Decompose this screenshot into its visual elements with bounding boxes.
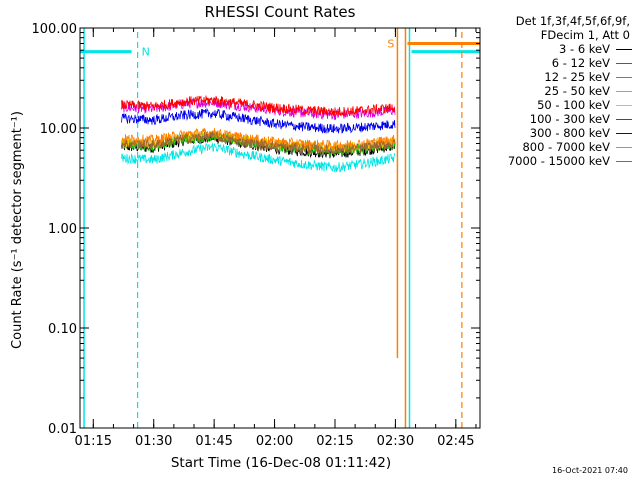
series-line-3 <box>121 142 396 174</box>
legend-entry-label: 7000 - 15000 keV <box>507 154 610 168</box>
y-axis-label: Count Rate (s⁻¹ detector segment⁻¹) <box>10 111 25 349</box>
legend-entry-label: 300 - 800 keV <box>529 126 610 140</box>
legend-entry: 6 - 12 keV <box>478 56 636 70</box>
series-line-5 <box>121 95 396 117</box>
legend-entry: 12 - 25 keV <box>478 70 636 84</box>
legend-entry: 800 - 7000 keV <box>478 140 636 154</box>
legend: Det 1f,3f,4f,5f,6f,9f, FDecim 1, Att 0 3… <box>478 14 636 168</box>
chart-title: RHESSI Count Rates <box>205 3 356 21</box>
legend-swatch <box>616 146 632 148</box>
legend-swatch <box>616 104 632 106</box>
series-line-8 <box>121 130 396 156</box>
legend-rows: 3 - 6 keV 6 - 12 keV 12 - 25 keV 25 - 50 ke… <box>478 42 636 168</box>
legend-entry: 3 - 6 keV <box>478 42 636 56</box>
y-tick-label: 0.01 <box>48 422 77 437</box>
legend-entry-label: 800 - 7000 keV <box>522 140 610 154</box>
legend-entry-label: 100 - 300 keV <box>529 112 610 126</box>
n-marker-label: N <box>142 46 150 59</box>
y-tick-label: 10.00 <box>40 122 77 137</box>
legend-swatch <box>616 90 632 92</box>
x-tick-label: 01:45 <box>195 434 232 449</box>
legend-entry-label: 50 - 100 keV <box>537 98 610 112</box>
legend-entry: 7000 - 15000 keV <box>478 154 636 168</box>
legend-entry: 25 - 50 keV <box>478 84 636 98</box>
legend-header-line-2: FDecim 1, Att 0 <box>540 28 630 42</box>
legend-swatch <box>616 76 632 78</box>
x-tick-label: 01:15 <box>75 434 112 449</box>
x-tick-label: 02:30 <box>377 434 414 449</box>
x-tick-label: 02:15 <box>316 434 353 449</box>
legend-entry-label: 6 - 12 keV <box>551 56 610 70</box>
x-axis-label: Start Time (16-Dec-08 01:11:42) <box>171 455 391 471</box>
legend-swatch <box>616 160 632 162</box>
x-tick-label: 02:00 <box>256 434 293 449</box>
plot-frame <box>79 27 481 429</box>
axis-layer: 01:15 01:30 01:45 02:00 02:15 02:30 02:45 0.01 0… <box>32 22 480 449</box>
y-tick-label: 0.10 <box>48 322 77 337</box>
legend-entry: 50 - 100 keV <box>478 98 636 112</box>
legend-entry-label: 12 - 25 keV <box>544 70 610 84</box>
x-tick-label: 01:30 <box>135 434 172 449</box>
legend-swatch <box>616 132 632 134</box>
footer-timestamp: 16-Oct-2021 07:40 <box>552 466 628 475</box>
y-tick-label: 100.00 <box>32 22 78 37</box>
legend-swatch <box>616 62 632 64</box>
legend-entry: 100 - 300 keV <box>478 112 636 126</box>
series-line-6 <box>121 107 396 135</box>
legend-entry-label: 25 - 50 keV <box>544 84 610 98</box>
legend-swatch <box>616 118 632 120</box>
legend-header-line-1: Det 1f,3f,4f,5f,6f,9f, <box>515 14 630 28</box>
s-marker-label: S <box>387 37 394 50</box>
legend-entry-label: 3 - 6 keV <box>559 42 610 56</box>
legend-entry: 300 - 800 keV <box>478 126 636 140</box>
data-layer <box>121 95 396 174</box>
x-tick-label: 02:45 <box>437 434 474 449</box>
y-tick-label: 1.00 <box>48 222 77 237</box>
legend-swatch <box>616 48 632 50</box>
marker-layer: NS <box>80 28 480 428</box>
